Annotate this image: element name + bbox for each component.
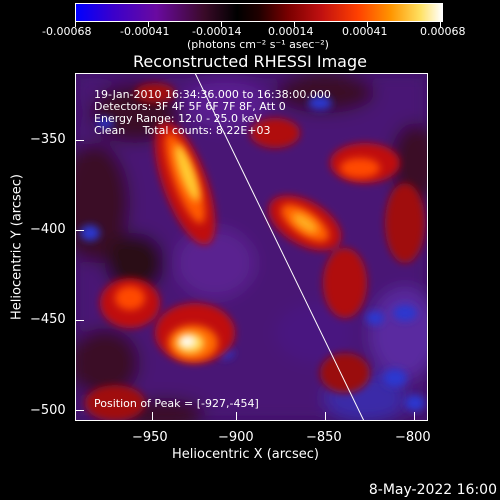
colorbar-tick <box>221 22 222 27</box>
y-tick <box>75 230 84 231</box>
colorbar-tick <box>148 22 149 27</box>
colorbar-tick <box>367 22 368 27</box>
x-tick <box>414 412 415 421</box>
x-tick-label: −900 <box>218 430 254 445</box>
x-axis-ticks <box>75 73 428 421</box>
plot-title: Reconstructed RHESSI Image <box>133 52 367 71</box>
solar-limb-line <box>194 73 365 421</box>
colorbar-tick <box>440 22 441 27</box>
colorbar-tick-label: 0.00041 <box>342 25 388 38</box>
y-tick <box>75 320 84 321</box>
y-axis-title: Heliocentric Y (arcsec) <box>9 174 25 320</box>
image-panel <box>75 73 428 421</box>
rhessi-image <box>75 73 428 421</box>
x-tick-label: −850 <box>306 430 342 445</box>
x-tick-label: −950 <box>132 430 168 445</box>
y-axis-ticks <box>75 73 428 421</box>
colorbar-units: (photons cm⁻² s⁻¹ asec⁻²) <box>187 38 329 51</box>
y-tick-label: −350 <box>30 132 66 147</box>
annotation-energy-range: Energy Range: 12.0 - 25.0 keV <box>94 112 262 125</box>
colorbar-tick-label: 0.00014 <box>268 25 314 38</box>
annotation-peak-position: Position of Peak = [-927,-454] <box>94 397 259 410</box>
colorbar-tick-label: 0.00068 <box>420 25 466 38</box>
colorbar-tick-label: -0.00068 <box>42 25 92 38</box>
x-tick <box>152 412 153 421</box>
x-tick-label: −800 <box>395 430 431 445</box>
y-tick <box>75 140 84 141</box>
axes-frame <box>75 73 428 421</box>
annotation-detectors: Detectors: 3F 4F 5F 6F 7F 8F, Att 0 <box>94 100 286 113</box>
x-tick <box>325 412 326 421</box>
colorbar <box>75 3 443 22</box>
colorbar-tick-label: -0.00014 <box>192 25 242 38</box>
y-tick-label: −450 <box>30 312 66 327</box>
footer-date: 8-May-2022 16:00 <box>368 482 497 498</box>
annotation-clean-counts: Clean Total counts: 8.22E+03 <box>94 124 271 137</box>
y-tick <box>75 410 84 411</box>
annotation-time-range: 19-Jan-2010 16:34:36.000 to 16:38:00.000 <box>94 88 331 101</box>
y-tick-label: −500 <box>30 403 66 418</box>
colorbar-tick <box>294 22 295 27</box>
y-tick-label: −400 <box>30 222 66 237</box>
x-tick <box>236 412 237 421</box>
x-axis-title: Heliocentric X (arcsec) <box>172 447 319 462</box>
colorbar-tick-label: -0.00041 <box>120 25 170 38</box>
colorbar-tick <box>75 22 76 27</box>
colorbar-ticks <box>0 22 500 38</box>
